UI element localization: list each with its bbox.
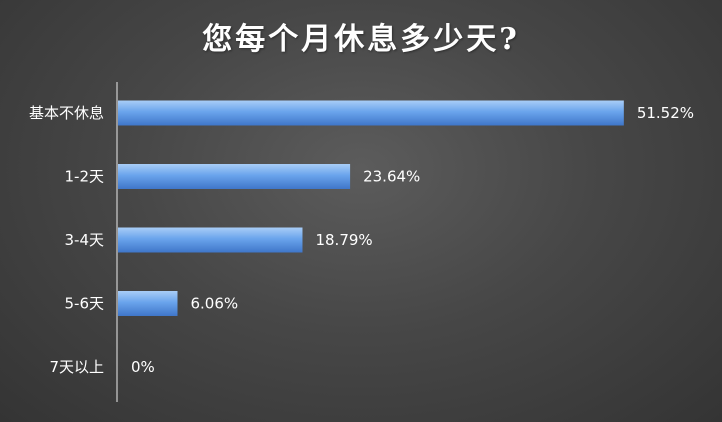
value-label: 18.79% xyxy=(315,231,372,249)
chart-title: 您每个月休息多少天? xyxy=(202,22,520,57)
bar xyxy=(118,164,351,189)
category-label: 7天以上 xyxy=(49,358,104,376)
category-label: 3-4天 xyxy=(65,231,105,249)
category-label: 基本不休息 xyxy=(29,104,104,122)
bar xyxy=(118,100,624,126)
value-label: 23.64% xyxy=(363,168,420,186)
bars-group: 基本不休息 51.52% 1-2天 23.64% 3-4天 18.79% 5-6天 6.06%… xyxy=(29,100,694,376)
category-label: 5-6天 xyxy=(65,295,105,313)
value-label: 51.52% xyxy=(637,104,694,122)
category-label: 1-2天 xyxy=(65,168,105,186)
value-label: 6.06% xyxy=(190,295,238,313)
value-label: 0% xyxy=(131,358,155,376)
bar xyxy=(118,291,178,316)
bar xyxy=(118,227,303,253)
